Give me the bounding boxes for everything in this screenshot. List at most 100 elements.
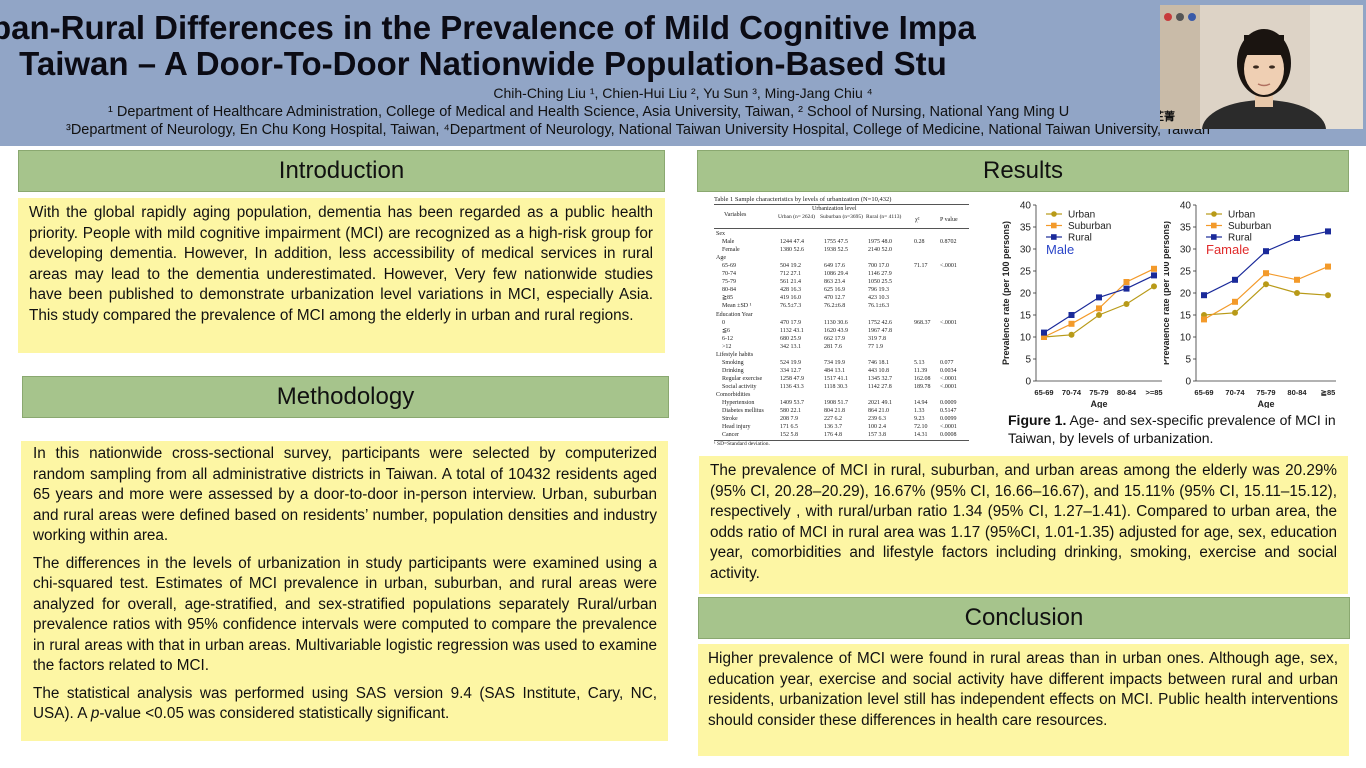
table-cell: 334 12.7	[780, 367, 801, 374]
table-cell: 1620 43.9	[824, 327, 848, 334]
x-axis-label: Age	[1090, 399, 1107, 408]
figure-caption: Figure 1. Age- and sex-specific prevalen…	[1008, 411, 1353, 447]
data-point-rural	[1151, 272, 1157, 279]
methodology-paragraph-2: The differences in the levels of urbaniz…	[33, 554, 657, 675]
participant-name-label: 劉芷菁	[1160, 111, 1175, 123]
conclusion-heading: Conclusion	[698, 597, 1350, 639]
table-cell: 734 19.9	[824, 359, 845, 366]
table-cell: 968.37	[914, 319, 931, 326]
table-cell: Lifestyle habits	[716, 351, 754, 358]
y-tick-label: 10	[1020, 333, 1032, 344]
affiliations-line2: ³Department of Neurology, En Chu Kong Ho…	[66, 122, 1210, 138]
table-cell: 680 25.9	[780, 335, 801, 342]
table-header-urbanization: Urbanization level	[812, 206, 857, 212]
legend-marker	[1051, 234, 1057, 240]
table-cell: Hypertension	[722, 400, 755, 407]
x-tick-label: 65-69	[1194, 388, 1213, 397]
data-point-suburban	[1123, 279, 1130, 285]
x-tick-label: 75-79	[1256, 388, 1275, 397]
table-rule-header	[714, 228, 969, 229]
table-cell: Stroke	[722, 416, 738, 423]
table-footnote: ¹ SD=Standard deviation.	[714, 441, 770, 447]
poster-header: Urban-Rural Differences in the Prevalenc…	[0, 0, 1366, 146]
data-point-suburban	[1151, 265, 1157, 272]
table-cell: Female	[722, 247, 740, 254]
table-cell: 1967 47.8	[868, 327, 892, 334]
table-cell: 1258 47.9	[780, 375, 804, 382]
table-cell: 625 16.9	[824, 287, 845, 294]
table-cell: 1938 52.5	[824, 247, 848, 254]
y-tick-label: 15	[1020, 311, 1032, 322]
data-point-rural	[1325, 228, 1331, 235]
table-cell: 0	[722, 319, 725, 326]
table-cell: 176 4.8	[824, 432, 842, 439]
data-point-suburban	[1294, 276, 1300, 283]
table-cell: 0.0034	[940, 367, 957, 374]
table-cell: 428 16.3	[780, 287, 801, 294]
table-cell: 1244 47.4	[780, 239, 804, 246]
chart-male: 0 5 10 15 20 25 30 35 40 65-69 70-74 75-79 80-84 >=85…	[1000, 196, 1168, 408]
table-cell: 470 12.7	[824, 295, 845, 302]
table-cell: 11.39	[914, 367, 928, 374]
data-point-urban	[1294, 290, 1300, 296]
table-cell: Drinking	[722, 367, 744, 374]
table-cell: 65-69	[722, 263, 736, 270]
table-cell: Cancer	[722, 432, 739, 439]
table-cell: 70-74	[722, 271, 736, 278]
table-header-rural: Rural (n= 4113)	[866, 214, 902, 220]
table-cell: Head injury	[722, 424, 751, 431]
table-cell: 227 6.2	[824, 416, 842, 423]
table-header-variables: Variables	[724, 212, 747, 218]
table-rule-bottom	[714, 440, 969, 441]
table-cell: 1136 43.3	[780, 383, 804, 390]
x-tick-label: 70-74	[1062, 388, 1082, 397]
data-point-rural	[1096, 294, 1102, 301]
table-cell: ≧85	[722, 295, 734, 302]
methodology-heading: Methodology	[22, 376, 669, 418]
table-cell: 189.78	[914, 383, 931, 390]
table-cell: 1752 42.6	[868, 319, 892, 326]
table-cell: Smoking	[722, 359, 744, 366]
table-cell: Mean ±SD ¹	[722, 303, 752, 310]
table-cell: <.0001	[940, 424, 957, 431]
table-cell: 796 19.3	[868, 287, 889, 294]
presenter-video-frame	[1160, 5, 1363, 129]
data-point-rural	[1041, 329, 1047, 336]
introduction-text: With the global rapidly aging population…	[18, 198, 665, 353]
chart-annotation: Male	[1046, 242, 1074, 257]
legend-label-rural: Rural	[1068, 233, 1092, 244]
table-cell: 580 22.1	[780, 408, 801, 415]
legend-marker	[1211, 222, 1217, 229]
table-cell: <.0001	[940, 375, 957, 382]
table-header-p: P value	[940, 217, 958, 223]
data-point-rural	[1294, 235, 1300, 241]
webcam-video: 劉芷菁	[1160, 5, 1363, 129]
table-cell: <.0001	[940, 263, 957, 270]
table-header-suburban: Suburban (n=3695)	[820, 214, 863, 220]
table-cell: 0.0008	[940, 432, 957, 439]
table-cell: 71.17	[914, 263, 928, 270]
y-tick-label: 25	[1020, 267, 1032, 278]
poster-title-line2: Taiwan – A Door-To-Door Nationwide Popul…	[19, 45, 947, 82]
table-cell: 863 23.4	[824, 279, 845, 286]
y-axis-label: Prevalence rate (per 100 persons)	[1164, 221, 1171, 365]
data-point-suburban	[1041, 334, 1047, 340]
data-point-urban	[1263, 281, 1269, 288]
legend-marker	[1211, 211, 1217, 217]
table-cell: 1050 25.5	[868, 279, 892, 286]
legend-label-suburban: Suburban	[1068, 221, 1111, 232]
table-cell: 76.5±7.3	[780, 303, 802, 310]
y-tick-label: 20	[1180, 289, 1192, 300]
table-cell: 0.077	[940, 359, 954, 366]
y-axis-label: Prevalence rate (per 100 persons)	[1001, 221, 1011, 365]
table-1: Table 1 Sample characteristics by levels…	[702, 195, 974, 447]
x-tick-label: >=85	[1145, 388, 1162, 397]
table-cell: 1118 30.3	[824, 383, 848, 390]
table-cell: Education Year	[716, 311, 753, 318]
table-cell: Regular exercise	[722, 375, 763, 382]
table-cell: 136 3.7	[824, 424, 842, 431]
affiliations-line1: ¹ Department of Healthcare Administratio…	[108, 104, 1070, 120]
legend-label-urban: Urban	[1228, 210, 1255, 221]
table-cell: 470 17.9	[780, 319, 801, 326]
legend-label-suburban: Suburban	[1228, 221, 1271, 232]
